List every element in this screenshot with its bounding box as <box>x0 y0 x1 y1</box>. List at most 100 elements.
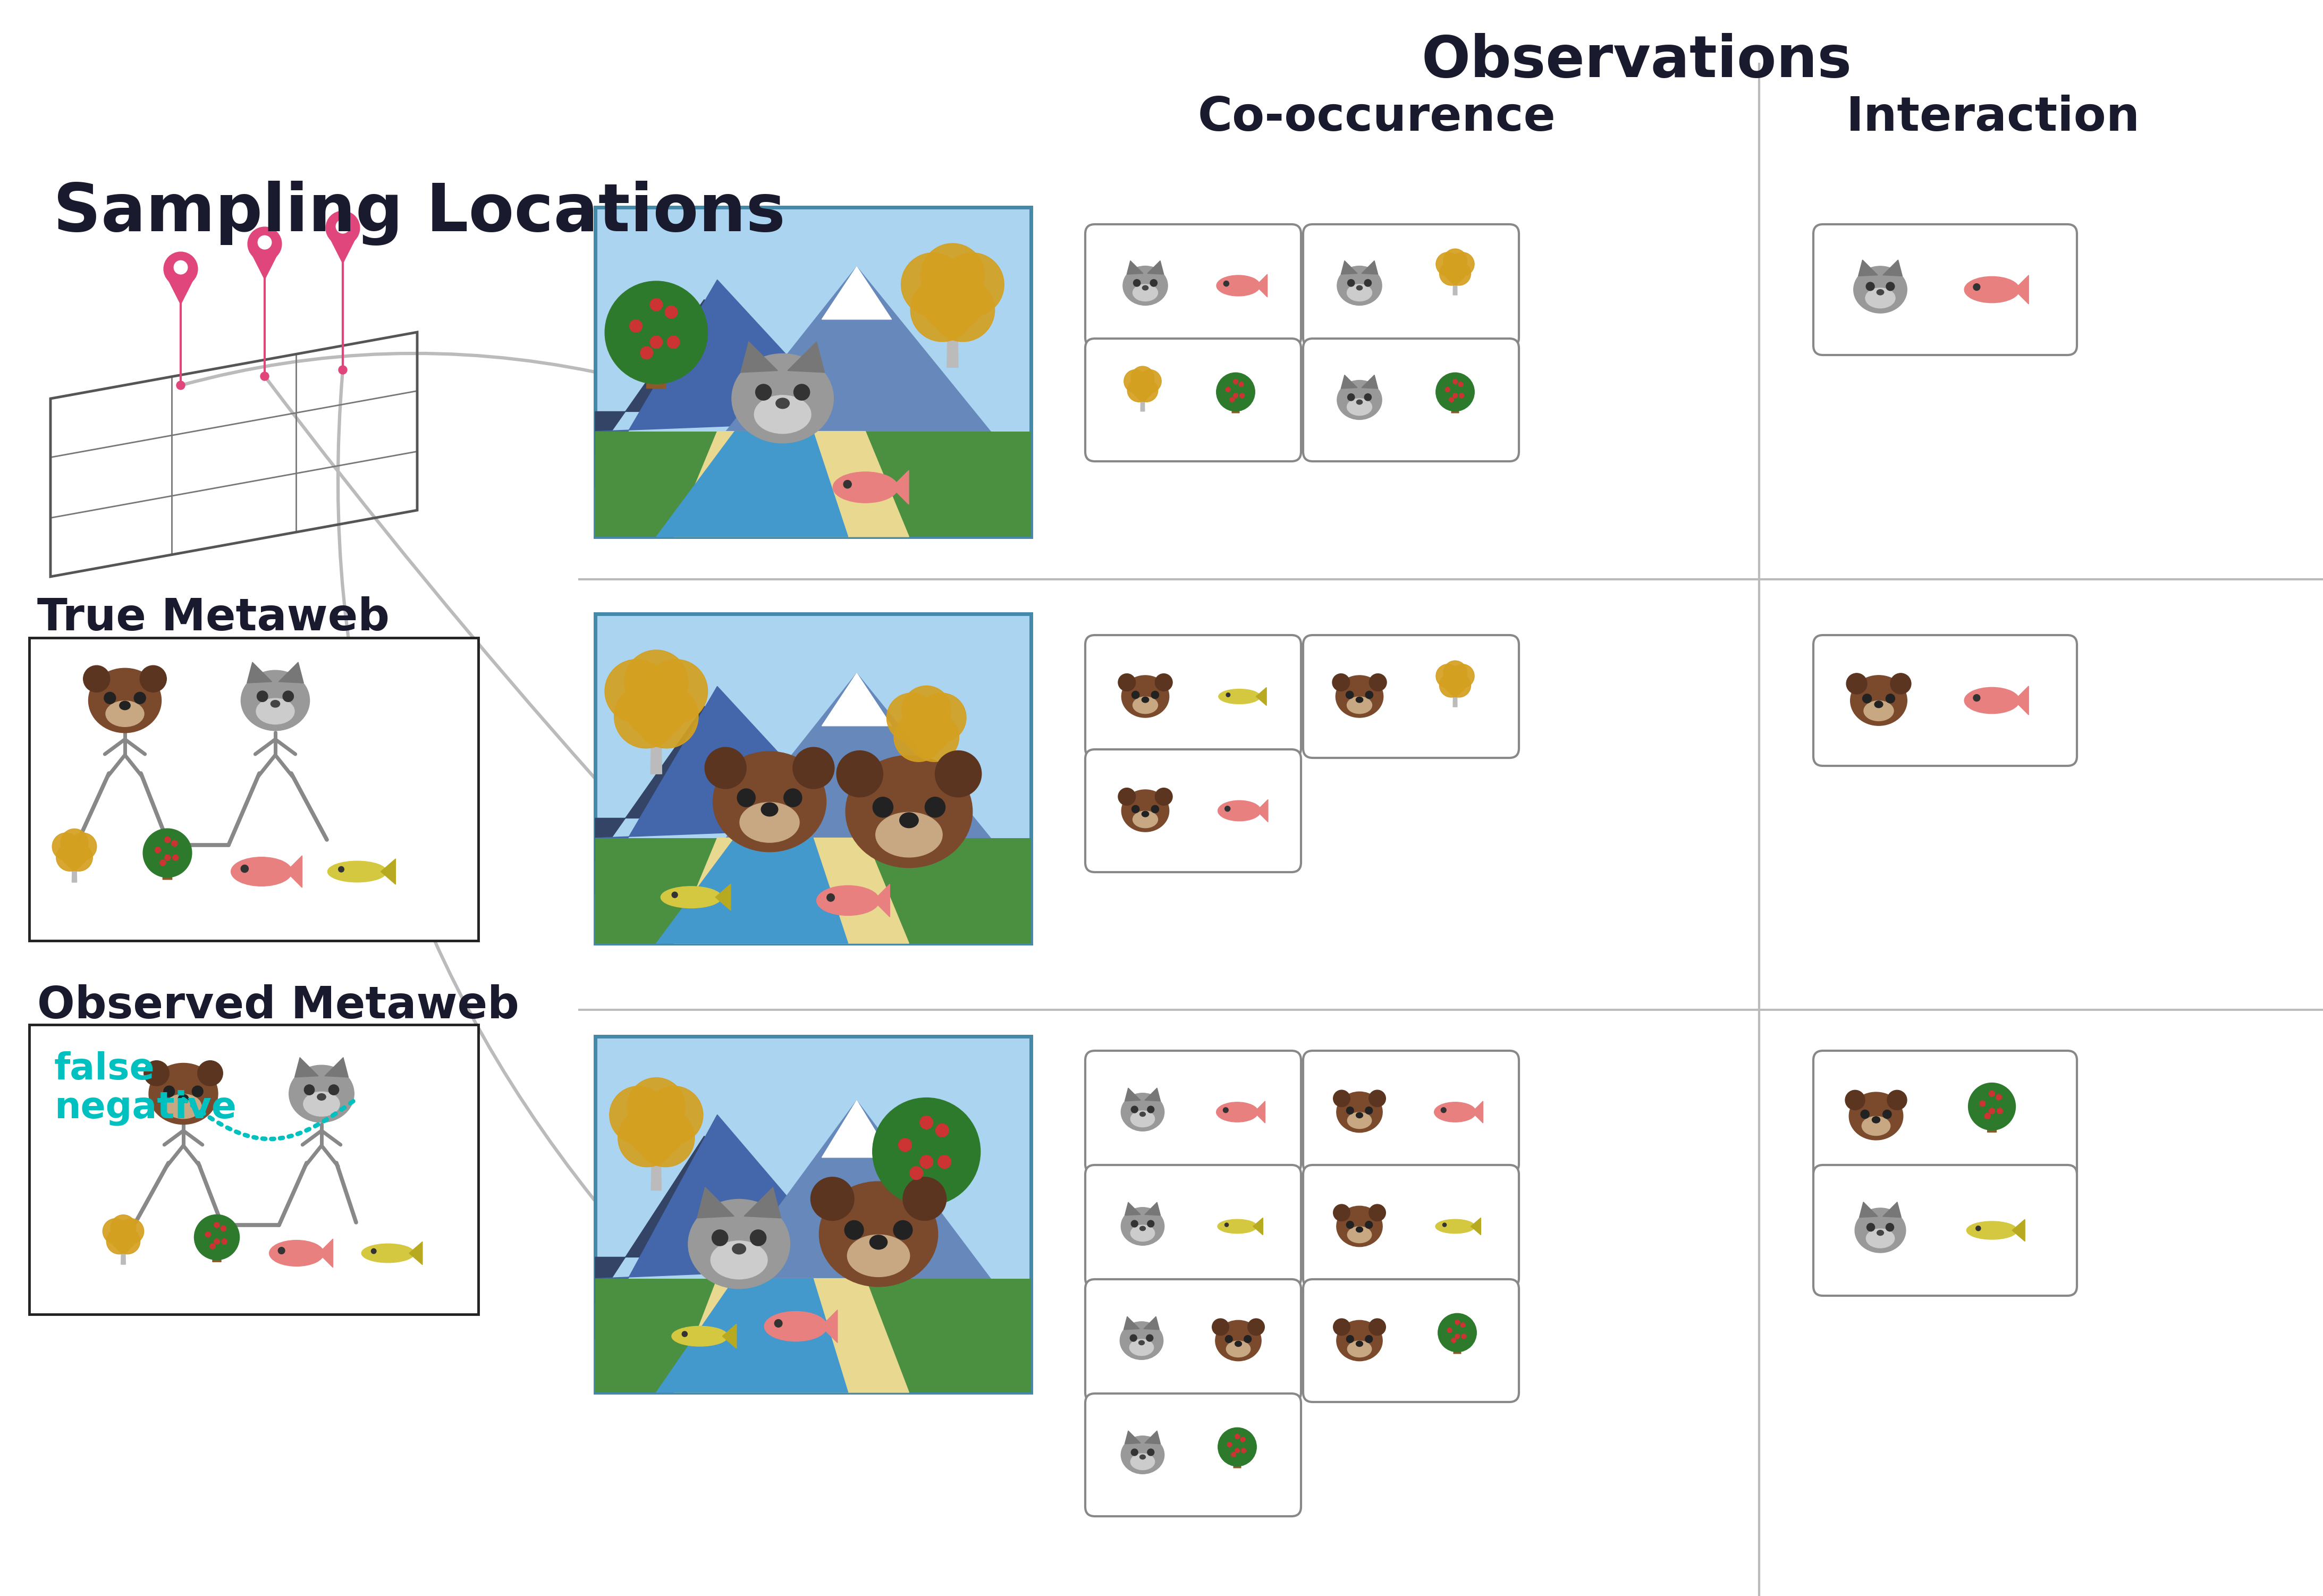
Circle shape <box>920 268 985 332</box>
Circle shape <box>1368 674 1387 691</box>
Circle shape <box>221 1238 228 1245</box>
Circle shape <box>901 686 950 734</box>
Polygon shape <box>2014 686 2028 715</box>
Ellipse shape <box>1347 1341 1371 1357</box>
FancyBboxPatch shape <box>595 207 1031 536</box>
Circle shape <box>625 674 688 737</box>
Polygon shape <box>1148 260 1164 275</box>
Circle shape <box>1217 1428 1257 1467</box>
Circle shape <box>1227 388 1231 393</box>
Circle shape <box>174 260 188 275</box>
Circle shape <box>1333 1318 1350 1336</box>
Circle shape <box>650 298 662 311</box>
Circle shape <box>904 1178 945 1221</box>
Circle shape <box>774 1320 783 1328</box>
Circle shape <box>1977 1226 1982 1231</box>
Circle shape <box>1234 393 1238 397</box>
FancyBboxPatch shape <box>1085 750 1301 871</box>
Polygon shape <box>655 838 848 943</box>
Circle shape <box>1847 674 1868 694</box>
Circle shape <box>1155 674 1173 691</box>
Text: Observed Metaweb: Observed Metaweb <box>37 985 518 1028</box>
Polygon shape <box>595 1114 848 1339</box>
Polygon shape <box>1340 260 1357 275</box>
Ellipse shape <box>1854 267 1907 313</box>
FancyBboxPatch shape <box>1814 225 2077 354</box>
Ellipse shape <box>1854 1208 1905 1253</box>
Circle shape <box>1440 1108 1447 1112</box>
Circle shape <box>260 372 269 380</box>
Circle shape <box>843 480 853 488</box>
Ellipse shape <box>732 1243 746 1254</box>
Circle shape <box>1333 1205 1350 1221</box>
Circle shape <box>1229 397 1234 402</box>
Circle shape <box>112 1224 137 1250</box>
Circle shape <box>1148 1221 1155 1227</box>
Circle shape <box>750 1231 767 1246</box>
Polygon shape <box>674 267 1008 498</box>
Circle shape <box>1886 282 1896 290</box>
Circle shape <box>1436 664 1459 688</box>
Ellipse shape <box>1347 697 1373 713</box>
Polygon shape <box>163 865 172 879</box>
Ellipse shape <box>764 1312 827 1341</box>
Circle shape <box>60 839 88 867</box>
Circle shape <box>646 1087 704 1144</box>
Text: Interaction: Interaction <box>1847 94 2139 140</box>
Circle shape <box>637 1109 695 1167</box>
Circle shape <box>165 836 170 843</box>
Polygon shape <box>674 1101 1008 1350</box>
Polygon shape <box>743 1187 781 1218</box>
FancyBboxPatch shape <box>1814 635 2077 766</box>
Circle shape <box>209 1243 216 1250</box>
Polygon shape <box>286 855 302 887</box>
FancyBboxPatch shape <box>1303 1280 1519 1401</box>
Circle shape <box>1238 381 1243 386</box>
Circle shape <box>193 1085 202 1096</box>
Ellipse shape <box>1122 1436 1164 1473</box>
Circle shape <box>1138 370 1162 393</box>
Circle shape <box>643 659 709 723</box>
Polygon shape <box>1257 275 1268 297</box>
Polygon shape <box>1452 401 1459 413</box>
Circle shape <box>325 211 360 244</box>
Circle shape <box>1240 1448 1245 1452</box>
Circle shape <box>1440 262 1463 286</box>
Circle shape <box>1979 1101 1986 1106</box>
Circle shape <box>372 1248 376 1254</box>
Circle shape <box>1440 674 1463 697</box>
Circle shape <box>1886 1090 1907 1109</box>
Polygon shape <box>1143 1317 1159 1329</box>
Ellipse shape <box>732 354 834 444</box>
Circle shape <box>1368 1205 1385 1221</box>
Circle shape <box>328 1085 339 1095</box>
Ellipse shape <box>1875 701 1884 707</box>
Circle shape <box>811 1178 855 1221</box>
Circle shape <box>794 385 811 401</box>
Circle shape <box>630 319 641 332</box>
Circle shape <box>1224 1336 1234 1342</box>
Ellipse shape <box>1141 1226 1145 1231</box>
Ellipse shape <box>328 862 386 883</box>
Circle shape <box>339 365 346 373</box>
Ellipse shape <box>1131 1111 1155 1127</box>
Circle shape <box>887 693 936 742</box>
Ellipse shape <box>1357 1341 1364 1347</box>
Circle shape <box>1861 1109 1870 1119</box>
Ellipse shape <box>1347 1112 1371 1128</box>
Circle shape <box>1891 674 1912 694</box>
Polygon shape <box>251 254 279 279</box>
Ellipse shape <box>304 1092 339 1116</box>
Circle shape <box>112 1215 137 1240</box>
Circle shape <box>836 750 883 796</box>
FancyBboxPatch shape <box>1303 225 1519 346</box>
FancyBboxPatch shape <box>1303 1050 1519 1173</box>
Circle shape <box>1461 1334 1466 1339</box>
Ellipse shape <box>1122 790 1168 832</box>
Ellipse shape <box>1217 1103 1259 1122</box>
Polygon shape <box>1145 1088 1162 1101</box>
Ellipse shape <box>242 670 309 731</box>
Circle shape <box>1972 694 1979 701</box>
Ellipse shape <box>1336 1320 1382 1361</box>
Circle shape <box>873 1098 980 1205</box>
